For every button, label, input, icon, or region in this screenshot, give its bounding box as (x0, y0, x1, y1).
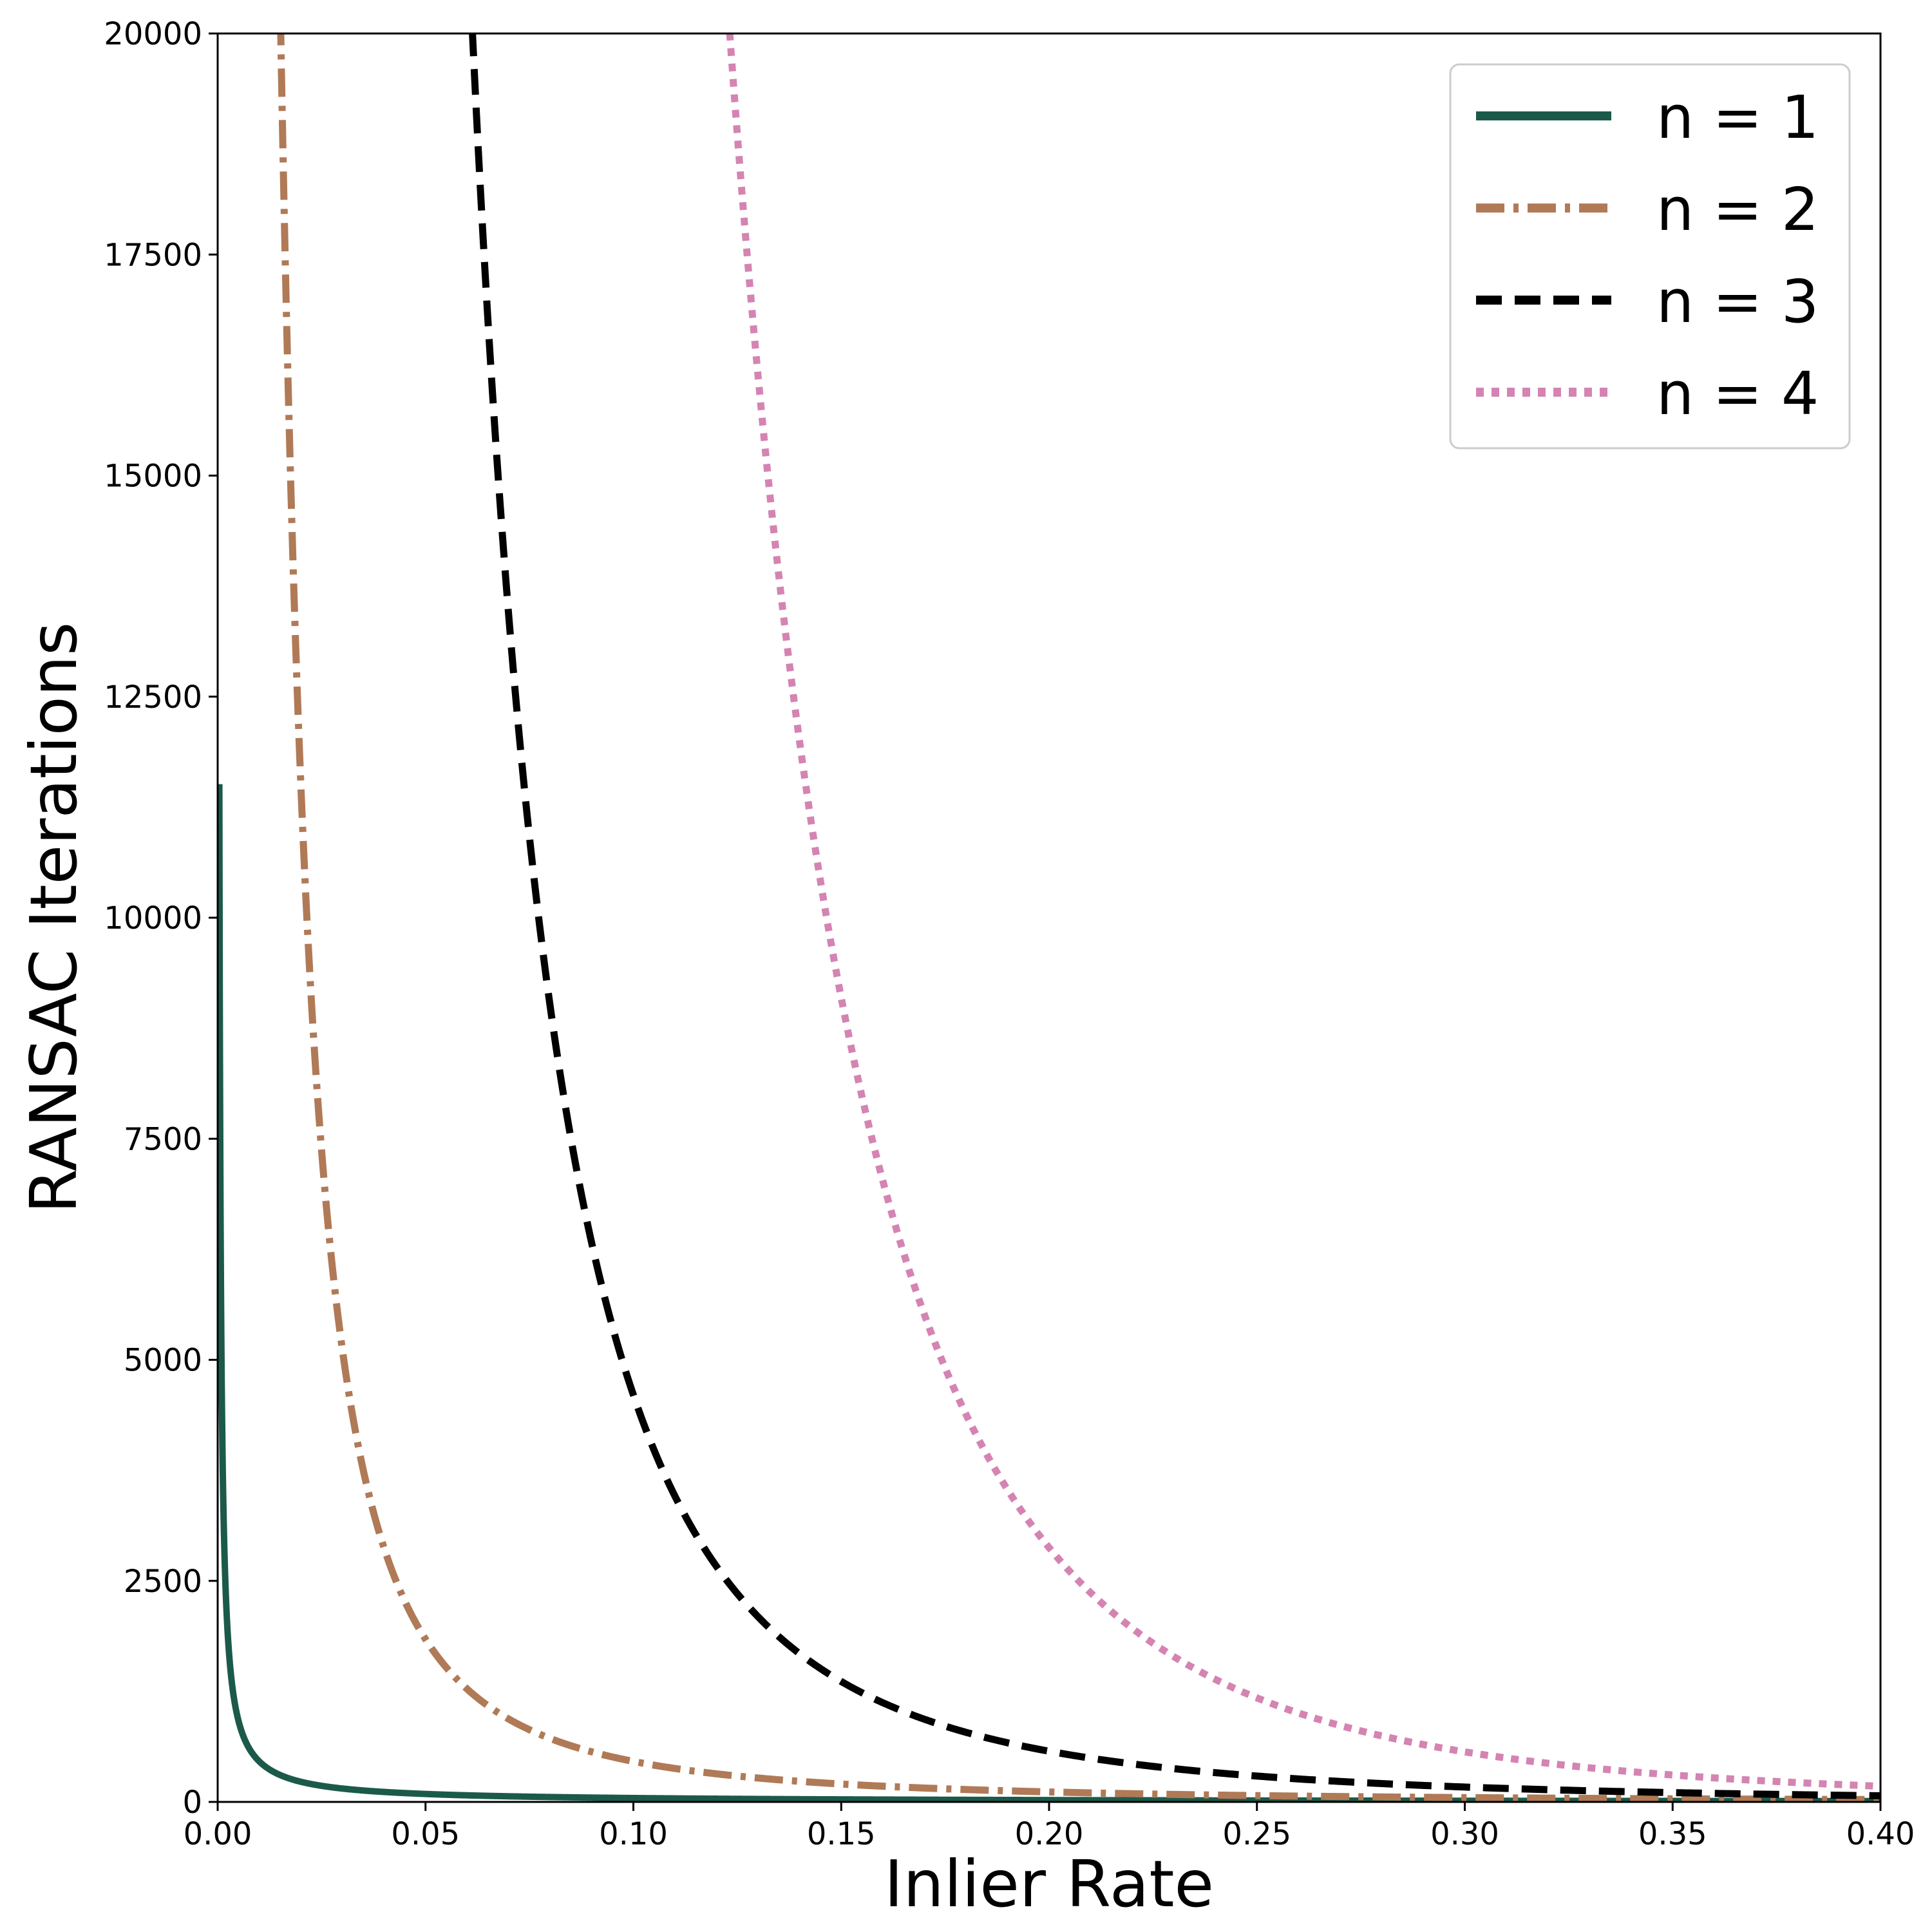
legend-label: n = 2 (1656, 175, 1819, 244)
y-tick-label: 2500 (124, 1564, 202, 1600)
y-axis: 0 2500 5000 7500 10000 12500 15000 17500 20000 (104, 16, 218, 1821)
y-tick-label: 20000 (104, 16, 202, 52)
x-tick-label: 0.35 (1638, 1816, 1707, 1852)
x-axis: 0.00 0.05 0.10 0.15 0.20 0.25 0.30 0.35 0.40 (184, 1802, 1915, 1852)
y-tick-label: 17500 (104, 237, 202, 273)
y-tick-label: 5000 (124, 1343, 202, 1379)
x-tick-label: 0.20 (1015, 1816, 1084, 1852)
x-tick-label: 0.05 (391, 1816, 460, 1852)
legend: n = 1 n = 2 n = 3 n = 4 (1449, 63, 1851, 450)
x-tick-label: 0.10 (599, 1816, 668, 1852)
legend-label: n = 4 (1656, 359, 1819, 428)
y-tick-label: 0 (182, 1785, 202, 1821)
series-line-n4 (726, 33, 1880, 1790)
x-tick-label: 0.30 (1430, 1816, 1499, 1852)
series-line-n2 (277, 33, 1880, 1802)
x-tick-label: 0.15 (807, 1816, 876, 1852)
x-axis-title: Inlier Rate (884, 1846, 1214, 1922)
y-tick-label: 15000 (104, 459, 202, 495)
y-tick-label: 7500 (124, 1121, 202, 1157)
legend-label: n = 3 (1656, 267, 1819, 336)
y-axis-title: RANSAC Iterations (16, 622, 91, 1214)
series-layer (218, 33, 1880, 1802)
y-tick-label: 12500 (104, 679, 202, 715)
series-line-n1 (218, 781, 1880, 1802)
series-line-n3 (469, 33, 1880, 1799)
legend-box (1449, 63, 1851, 450)
x-tick-label: 0.40 (1846, 1816, 1915, 1852)
legend-label: n = 1 (1656, 83, 1819, 152)
x-tick-label: 0.25 (1222, 1816, 1291, 1852)
x-tick-label: 0.00 (184, 1816, 252, 1852)
y-tick-label: 10000 (104, 900, 202, 936)
